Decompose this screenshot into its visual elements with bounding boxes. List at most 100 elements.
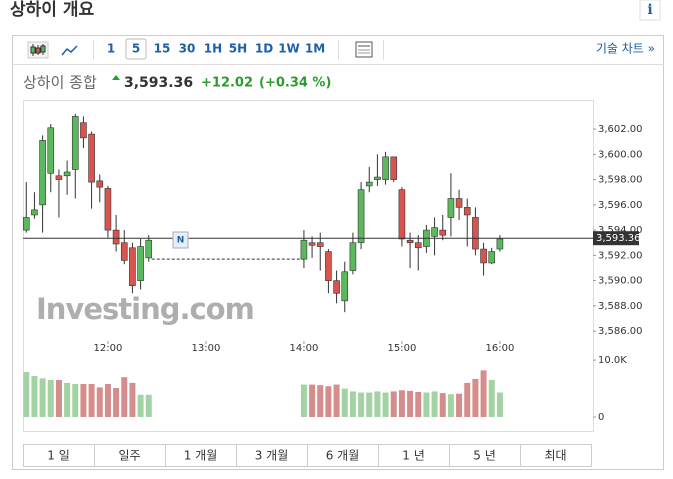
last-price-box: [593, 231, 639, 246]
candle-body: [374, 176, 381, 180]
volume-bar: [439, 393, 446, 417]
interval-button[interactable]: 1D: [255, 42, 273, 56]
tab-label[interactable]: 1 일: [47, 449, 70, 463]
news-marker-letter[interactable]: N: [177, 236, 185, 246]
news-marker[interactable]: [172, 231, 189, 249]
technical-link[interactable]: 기술 차트 »: [596, 42, 655, 56]
volume-bar: [47, 380, 54, 417]
candle-body: [447, 198, 455, 218]
candle-body: [414, 242, 422, 249]
volume-bar: [137, 394, 144, 417]
volume-bar: [80, 384, 87, 417]
volume-bar: [39, 378, 46, 417]
quote-name: 상하이 종합: [23, 74, 97, 92]
quote-change: +12.02: [201, 76, 253, 91]
candle-icon[interactable]: [27, 41, 49, 59]
candle-body: [390, 156, 398, 180]
volume-bar: [113, 387, 120, 417]
x-tick-label: 12:00: [94, 343, 123, 354]
y-tick-label: 3,594.00: [598, 225, 643, 236]
interval-button[interactable]: 5H: [229, 42, 247, 56]
tab-label[interactable]: 1 개월: [184, 449, 218, 463]
volume-bar: [407, 390, 414, 417]
y-tick-label: 3,592.00: [598, 250, 643, 261]
volume-bar: [72, 384, 79, 417]
candle-body: [349, 242, 357, 271]
volume-bar: [472, 378, 479, 417]
widget-frame: [12, 35, 664, 470]
interval-button[interactable]: 5: [132, 42, 140, 56]
tab-label[interactable]: 일주: [118, 449, 140, 463]
tab-label[interactable]: 최대: [544, 449, 566, 463]
volume-bar: [390, 391, 397, 417]
candle-body: [55, 175, 63, 180]
volume-bar: [341, 388, 348, 417]
candle-body: [112, 229, 120, 245]
interval-button[interactable]: 1H: [204, 42, 222, 56]
quote-percent: (+0.34 %): [259, 76, 331, 91]
volume-bar: [121, 377, 128, 417]
volume-bar: [382, 392, 389, 417]
candle-body: [80, 122, 87, 139]
candle-body: [382, 156, 389, 180]
interval-button[interactable]: 1: [107, 42, 115, 56]
x-tick-label: 14:00: [290, 343, 319, 354]
y-tick-label: 3,590.00: [598, 276, 643, 287]
candle-body: [145, 239, 153, 259]
candle-body: [104, 188, 112, 231]
interval-button[interactable]: 1W: [278, 42, 300, 56]
volume-bar: [145, 394, 152, 417]
volume-bar: [96, 387, 103, 417]
table-icon[interactable]: [355, 41, 373, 58]
volume-bar: [480, 370, 487, 417]
y-tick-label: 3,596.00: [598, 200, 643, 211]
tab-label[interactable]: 6 개월: [326, 449, 360, 463]
candle-body: [120, 242, 128, 261]
candle-body: [496, 238, 504, 250]
tab[interactable]: [520, 444, 592, 467]
plot-frame: [23, 100, 594, 432]
volume-bar: [349, 391, 356, 417]
volume-bar: [447, 394, 454, 417]
candle-body: [365, 181, 373, 187]
volume-bar: [129, 382, 136, 417]
volume-bar: [431, 391, 438, 417]
volume-bar: [88, 384, 95, 417]
quote-price: 3,593.36: [124, 75, 193, 91]
interval-button[interactable]: 1M: [305, 42, 325, 56]
interval-button[interactable]: 15: [154, 42, 171, 56]
volume-bar: [333, 384, 340, 417]
y-tick-label: 3,588.00: [598, 301, 643, 312]
candle-body: [129, 247, 136, 286]
volume-bar: [366, 392, 373, 417]
line-icon[interactable]: [61, 45, 78, 56]
tab-label[interactable]: 1 년: [402, 449, 425, 463]
interval-button[interactable]: 30: [179, 42, 196, 56]
info-icon[interactable]: i: [647, 2, 652, 18]
volume-bar: [55, 380, 62, 417]
volume-bar: [456, 393, 463, 417]
candle-body: [47, 127, 55, 174]
tab-label[interactable]: 3 개월: [255, 449, 289, 463]
tab-label[interactable]: 5 년: [473, 449, 496, 463]
volume-bar: [374, 391, 381, 417]
candle-body: [300, 239, 308, 260]
last-price-label: 3,593.36: [596, 233, 641, 244]
candle-body: [357, 189, 365, 244]
volume-bar: [31, 376, 38, 417]
candle-body: [439, 229, 447, 236]
volume-bar: [488, 380, 495, 417]
candle-body: [31, 209, 38, 216]
volume-bar: [398, 390, 405, 417]
candle-body: [431, 227, 438, 237]
candle-body: [480, 248, 487, 264]
info-box[interactable]: [639, 0, 661, 21]
y-tick-label: 3,600.00: [598, 149, 643, 160]
candle-body: [325, 251, 332, 281]
volume-bar: [317, 385, 324, 417]
candle-body: [472, 217, 479, 250]
volume-bar: [325, 386, 332, 417]
volume-bar: [464, 382, 471, 417]
volume-bar: [300, 384, 307, 417]
